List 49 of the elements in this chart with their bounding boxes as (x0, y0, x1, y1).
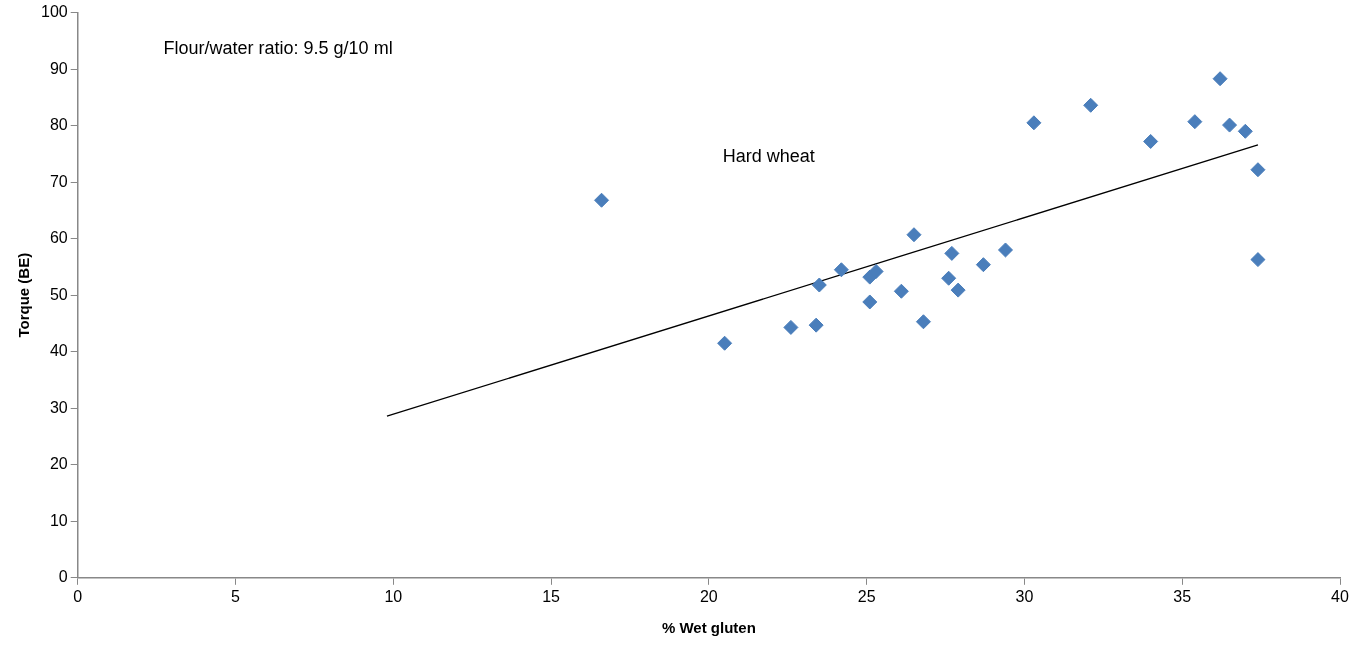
point (1187, 114, 1203, 130)
y-axis-title: Torque (BE) (15, 252, 33, 338)
point (997, 242, 1013, 258)
x-tick-label: 35 (1173, 587, 1192, 605)
point (1237, 123, 1253, 139)
y-tick-label: 70 (49, 172, 68, 190)
x-axis-title: % Wet gluten (661, 619, 756, 637)
point (950, 282, 966, 298)
y-tick-label: 100 (40, 3, 68, 21)
y-tick-label: 10 (49, 511, 68, 529)
y-tick-label: 90 (49, 59, 68, 77)
point (862, 294, 878, 310)
y-tick-label: 60 (49, 229, 68, 247)
point (1222, 117, 1238, 133)
point (906, 227, 922, 243)
y-tick-label: 0 (58, 568, 68, 586)
x-tick-label: 15 (542, 587, 561, 605)
annotation: Flour/water ratio: 9.5 g/10 ml (163, 37, 393, 58)
point (975, 257, 991, 273)
point (941, 270, 957, 286)
point (594, 192, 610, 208)
point (1250, 162, 1266, 178)
x-tick-label: 30 (1015, 587, 1034, 605)
point (1212, 71, 1228, 87)
y-tick-label: 80 (49, 116, 68, 134)
point (915, 314, 931, 330)
point (1250, 252, 1266, 268)
x-tick-label: 10 (384, 587, 403, 605)
y-tick-label: 50 (49, 285, 68, 303)
point (893, 283, 909, 299)
point (833, 262, 849, 278)
point (1143, 133, 1159, 149)
point (1083, 97, 1099, 113)
annotation: Hard wheat (722, 145, 815, 166)
point (811, 277, 827, 293)
x-tick-label: 25 (857, 587, 876, 605)
y-tick-label: 20 (49, 455, 68, 473)
point (808, 317, 824, 333)
point (717, 335, 733, 351)
point (783, 319, 799, 335)
y-tick-label: 30 (49, 398, 68, 416)
y-tick-label: 40 (49, 342, 68, 360)
point (1026, 115, 1042, 131)
x-tick-label: 0 (73, 587, 83, 605)
x-tick-label: 20 (699, 587, 718, 605)
x-tick-label: 40 (1331, 587, 1349, 605)
point (868, 263, 884, 279)
point (944, 245, 960, 261)
x-tick-label: 5 (231, 587, 241, 605)
